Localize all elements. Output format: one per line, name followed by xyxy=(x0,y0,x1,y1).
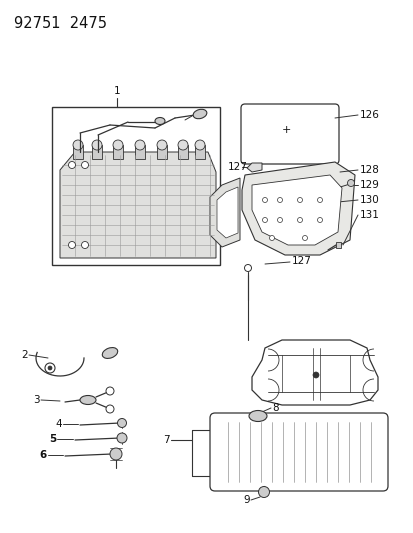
Circle shape xyxy=(312,372,318,378)
Circle shape xyxy=(117,433,127,443)
FancyBboxPatch shape xyxy=(240,104,338,164)
Circle shape xyxy=(73,140,83,150)
Bar xyxy=(92,145,102,159)
Circle shape xyxy=(48,366,52,370)
Circle shape xyxy=(92,140,102,150)
Text: 2: 2 xyxy=(21,350,28,360)
Circle shape xyxy=(269,236,274,240)
Circle shape xyxy=(157,140,166,150)
Ellipse shape xyxy=(102,348,117,358)
Polygon shape xyxy=(252,175,341,245)
Polygon shape xyxy=(209,178,240,247)
Text: 92751  2475: 92751 2475 xyxy=(14,16,107,31)
Text: 130: 130 xyxy=(359,195,379,205)
Polygon shape xyxy=(247,163,261,172)
Bar xyxy=(73,145,83,159)
Circle shape xyxy=(110,448,122,460)
Text: 128: 128 xyxy=(359,165,379,175)
Circle shape xyxy=(178,140,188,150)
Circle shape xyxy=(117,418,126,427)
Circle shape xyxy=(347,180,354,187)
Circle shape xyxy=(113,140,123,150)
Ellipse shape xyxy=(80,395,96,405)
Polygon shape xyxy=(216,187,237,238)
Text: 129: 129 xyxy=(359,180,379,190)
Circle shape xyxy=(262,198,267,203)
Text: +: + xyxy=(280,125,290,135)
Circle shape xyxy=(81,241,88,248)
Circle shape xyxy=(68,161,75,168)
Circle shape xyxy=(106,387,114,395)
Text: 5: 5 xyxy=(49,434,56,444)
Circle shape xyxy=(317,217,322,222)
Ellipse shape xyxy=(154,117,165,125)
Circle shape xyxy=(277,217,282,222)
Text: 9: 9 xyxy=(243,495,249,505)
Circle shape xyxy=(297,198,302,203)
Text: 6: 6 xyxy=(40,450,47,460)
Text: 8: 8 xyxy=(271,403,278,413)
Text: 131: 131 xyxy=(359,210,379,220)
Polygon shape xyxy=(60,152,216,258)
Circle shape xyxy=(45,363,55,373)
Text: 127: 127 xyxy=(228,162,247,172)
Circle shape xyxy=(81,161,88,168)
Bar xyxy=(195,145,204,159)
Circle shape xyxy=(244,264,251,271)
Circle shape xyxy=(277,198,282,203)
Bar xyxy=(113,145,123,159)
Bar xyxy=(157,145,166,159)
Text: 7: 7 xyxy=(163,435,170,445)
Circle shape xyxy=(195,140,204,150)
FancyBboxPatch shape xyxy=(209,413,387,491)
Text: 3: 3 xyxy=(33,395,40,405)
Circle shape xyxy=(135,140,145,150)
Circle shape xyxy=(302,236,307,240)
Bar xyxy=(335,242,340,248)
Ellipse shape xyxy=(248,410,266,422)
Circle shape xyxy=(317,198,322,203)
Text: 1: 1 xyxy=(114,86,120,96)
Text: 126: 126 xyxy=(359,110,379,120)
Polygon shape xyxy=(252,340,377,405)
Bar xyxy=(135,145,145,159)
Text: 4: 4 xyxy=(55,419,62,429)
Circle shape xyxy=(297,217,302,222)
Bar xyxy=(52,107,219,265)
Text: 127: 127 xyxy=(291,256,311,266)
Circle shape xyxy=(262,217,267,222)
Circle shape xyxy=(68,241,75,248)
Circle shape xyxy=(106,405,114,413)
Ellipse shape xyxy=(193,109,206,119)
Polygon shape xyxy=(242,162,354,255)
Bar xyxy=(178,145,188,159)
Circle shape xyxy=(258,487,269,497)
